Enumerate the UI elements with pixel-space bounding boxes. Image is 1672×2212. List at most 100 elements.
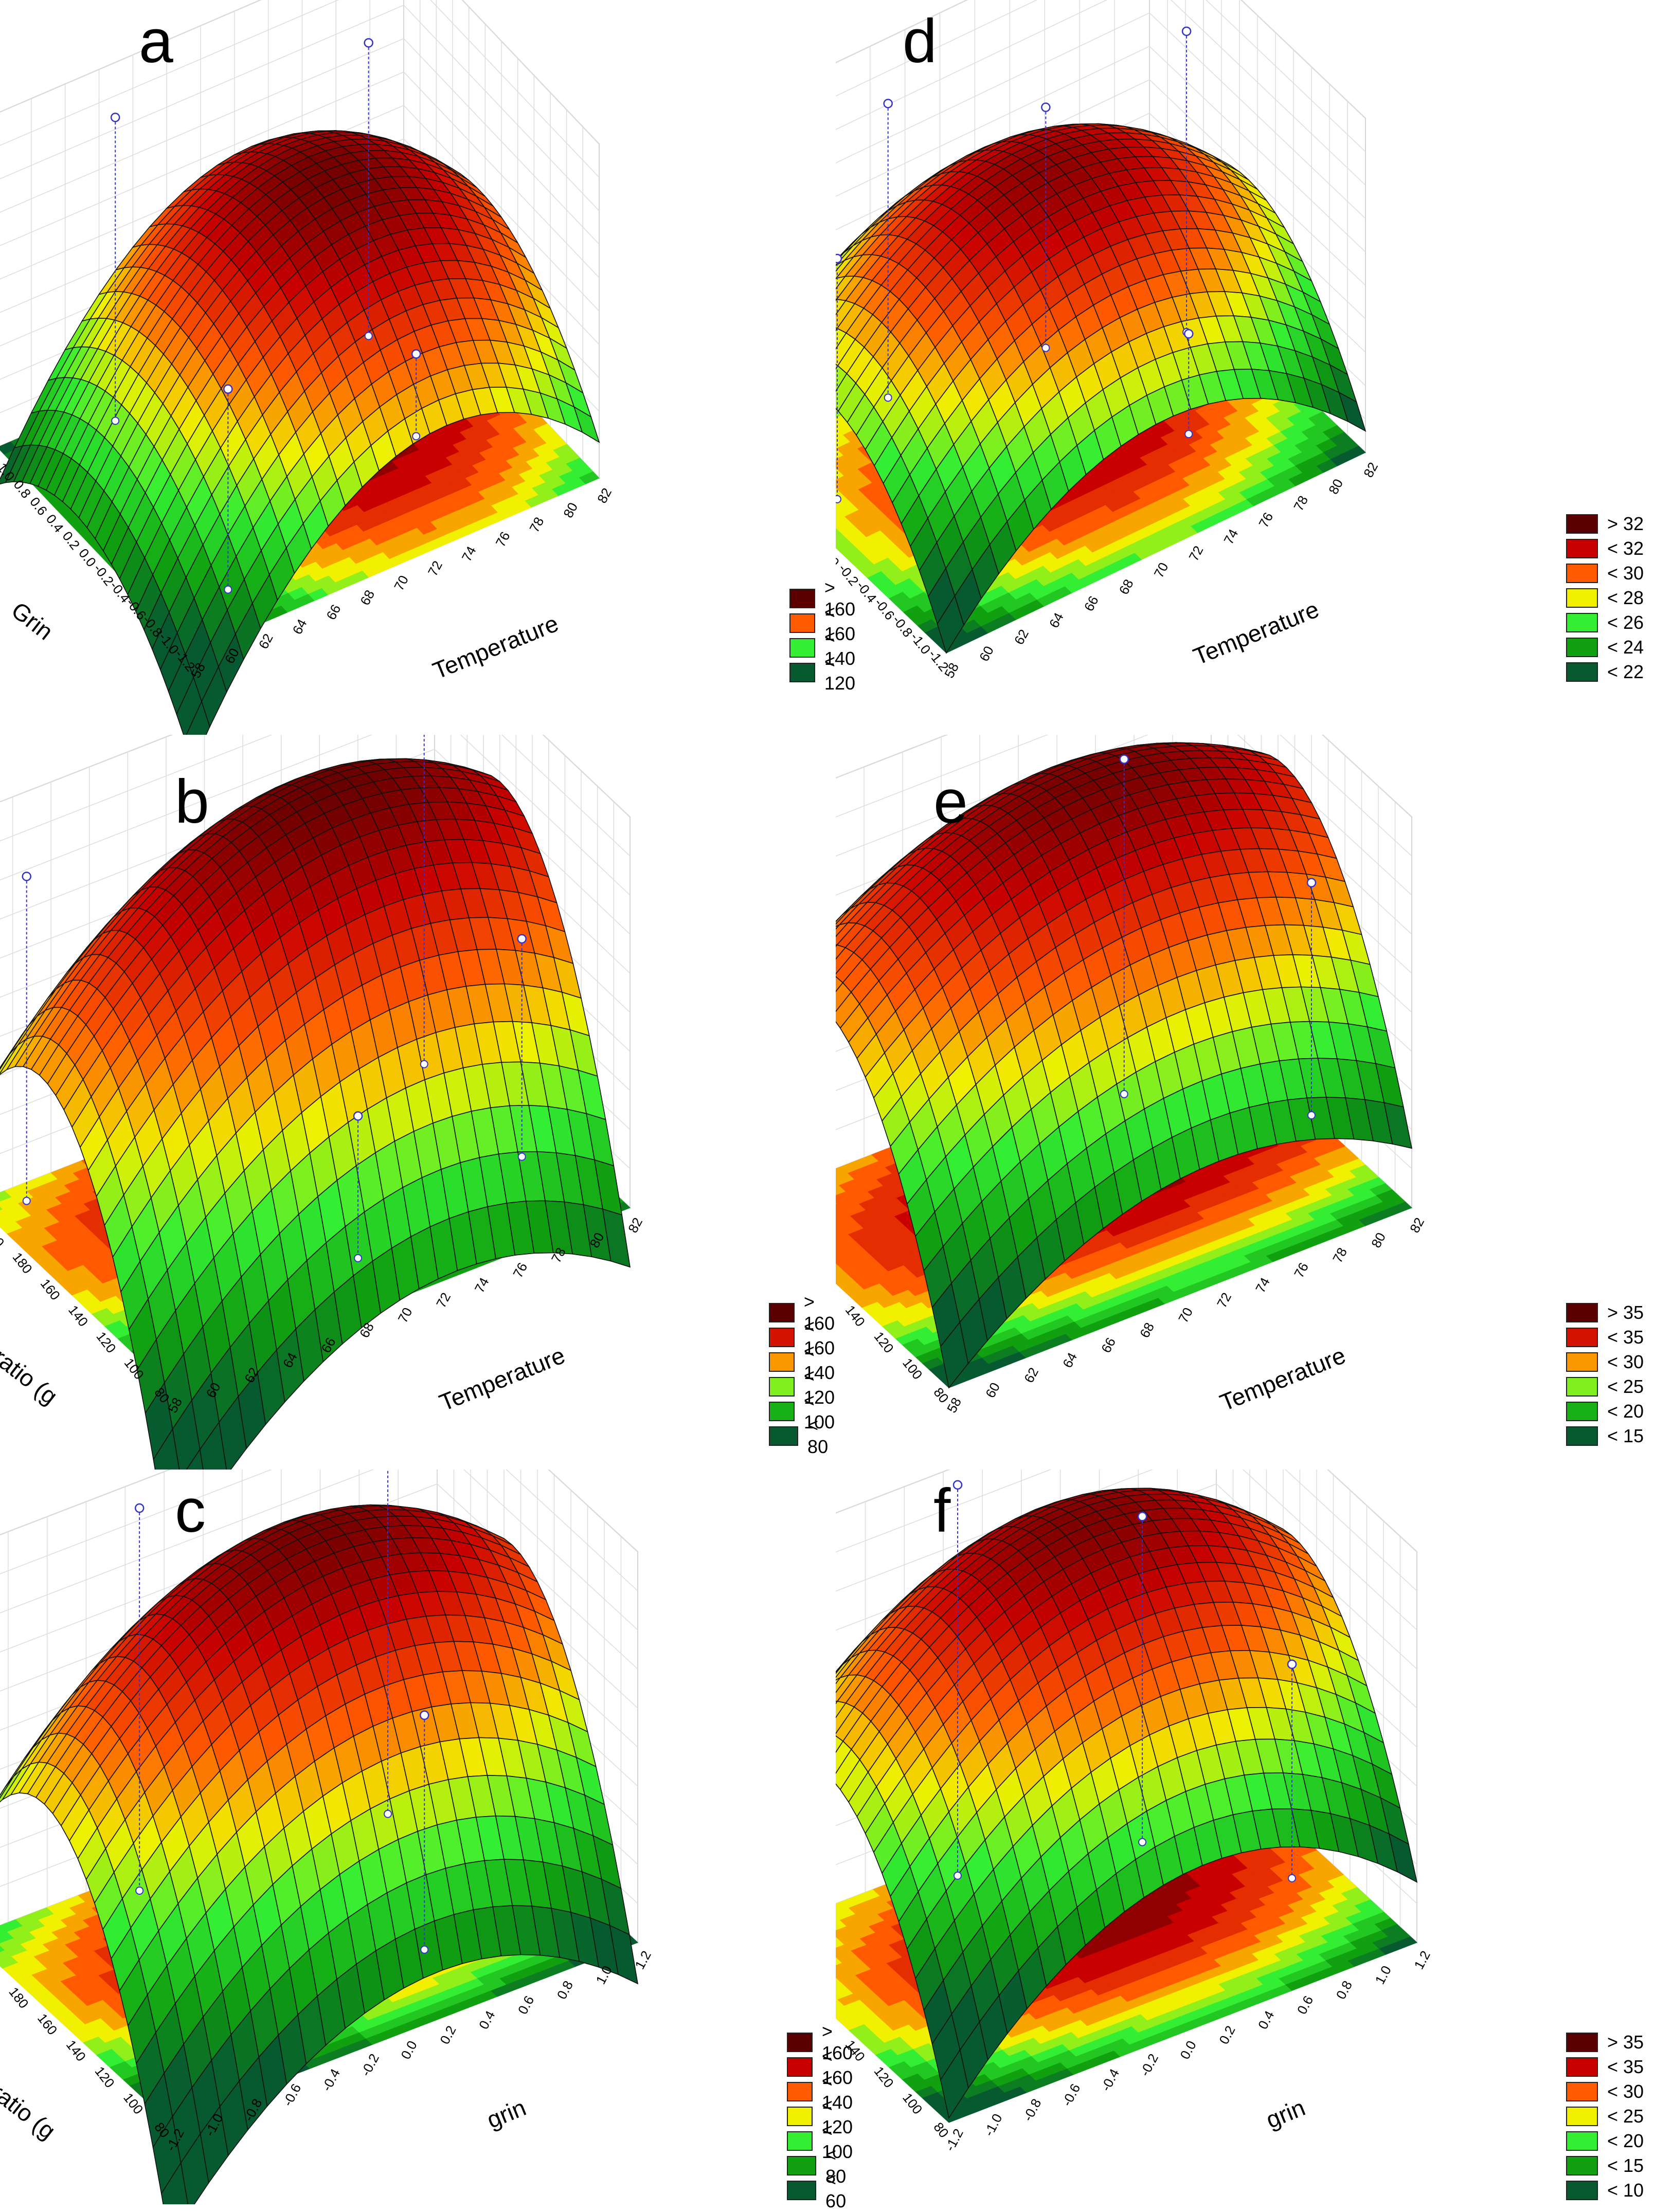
floor-point — [836, 496, 841, 503]
surface-plot-a: 58606264666870727476788082-1.2-1.0-0.8-0… — [0, 0, 836, 735]
floor-point — [518, 1153, 526, 1161]
legend-label: < 32 — [1607, 538, 1644, 559]
legend-swatch — [1566, 588, 1598, 608]
x-tick-label: -0.8 — [1020, 2096, 1045, 2124]
legend-item: > 35 — [1566, 1300, 1644, 1325]
x-tick-label: 68 — [1116, 576, 1137, 597]
data-point — [412, 350, 420, 358]
x-tick-label: 0.4 — [476, 2008, 498, 2032]
x-tick-label: 60 — [976, 643, 997, 664]
x-tick-label: 64 — [290, 617, 310, 637]
y-axis-title: S/L ratio (g — [0, 1318, 63, 1409]
surface-plot-f: -1.2-1.0-0.8-0.6-0.4-0.20.00.20.40.60.81… — [836, 1470, 1671, 2204]
x-tick-label: 0.8 — [1333, 1978, 1355, 2002]
x-tick-label: 76 — [510, 1260, 530, 1280]
legend-label: < 25 — [1607, 2106, 1644, 2127]
x-tick-label: -1.0 — [981, 2111, 1005, 2139]
legend-label: > 35 — [1607, 1302, 1644, 1323]
x-tick-label: 82 — [594, 485, 615, 506]
x-tick-label: 0.4 — [1255, 2008, 1277, 2032]
legend-swatch — [1566, 2082, 1598, 2101]
legend-swatch — [769, 1426, 798, 1446]
legend-label: > 35 — [1607, 2032, 1644, 2053]
data-point — [354, 1112, 362, 1120]
legend-item: < 28 — [1566, 586, 1644, 610]
legend-swatch — [1566, 514, 1598, 534]
legend-label: < 35 — [1607, 1327, 1644, 1348]
x-tick-label: 74 — [1220, 527, 1241, 547]
x-tick-label: 74 — [459, 543, 479, 564]
x-tick-label: 0.6 — [1294, 1993, 1316, 2017]
floor-point — [954, 1872, 961, 1879]
legend-swatch — [1566, 638, 1598, 657]
floor-point — [365, 332, 372, 339]
legend-label: < 24 — [1607, 637, 1644, 658]
data-point — [135, 1504, 143, 1512]
legend-swatch — [1566, 539, 1598, 558]
y-axis-title: S/L ratio (g — [0, 2053, 61, 2144]
x-tick-label: -0.2 — [357, 2051, 382, 2079]
floor-point — [384, 1810, 391, 1818]
legend-swatch — [787, 2057, 813, 2077]
y-axis-title: S/L ratio (g — [836, 1318, 840, 1409]
legend-swatch — [1566, 2181, 1598, 2200]
x-axis-title: grin — [1262, 2094, 1309, 2133]
x-tick-label: 72 — [1185, 543, 1206, 564]
legend-item: < 35 — [1566, 2055, 1644, 2079]
data-point — [836, 255, 841, 263]
floor-point — [1121, 1091, 1128, 1098]
x-tick-label: 80 — [1368, 1230, 1389, 1250]
data-point — [1307, 879, 1316, 887]
x-tick-label: 60 — [982, 1380, 1003, 1401]
legend-label: < 20 — [1607, 1401, 1644, 1422]
legend-label: < 30 — [1607, 2081, 1644, 2102]
x-tick-label: 0.2 — [1216, 2023, 1238, 2047]
x-tick-label: 70 — [1175, 1305, 1196, 1326]
legend-swatch — [1566, 2057, 1598, 2077]
surface-plot-d: 58606264666870727476788082-1.2-1.0-0.8-0… — [836, 0, 1671, 735]
legend-label: < 26 — [1607, 612, 1644, 633]
x-tick-label: 76 — [493, 529, 513, 550]
legend-label: < 28 — [1607, 587, 1644, 609]
legend-item: < 25 — [1566, 2104, 1644, 2129]
x-tick-label: 82 — [1407, 1215, 1427, 1236]
x-tick-label: -0.2 — [1137, 2051, 1161, 2079]
x-axis-title: grin — [483, 2094, 530, 2133]
x-tick-label: 74 — [472, 1275, 492, 1296]
data-point — [111, 113, 119, 121]
legend-label: > 32 — [1607, 513, 1644, 535]
legend-label: < 20 — [1607, 2130, 1644, 2152]
floor-point — [136, 1887, 143, 1894]
surface-plot-e: 5860626466687072747678808280100120140160… — [836, 735, 1671, 1470]
x-tick-label: 64 — [1046, 610, 1067, 630]
legend-item: > 32 — [1566, 512, 1644, 536]
panel-label-c: c — [175, 1480, 206, 1542]
legend-swatch — [1566, 613, 1598, 632]
x-tick-label: 0.0 — [398, 2038, 420, 2062]
floor-point — [112, 417, 119, 424]
data-point — [23, 873, 31, 881]
legend-swatch — [789, 663, 815, 682]
legend-e: > 35< 35< 30< 25< 20< 15 — [1566, 1300, 1644, 1448]
legend-label: < 15 — [1607, 1425, 1644, 1447]
legend-item: < 26 — [1566, 610, 1644, 635]
data-point — [1120, 755, 1128, 764]
legend-swatch — [769, 1402, 795, 1421]
data-point — [224, 385, 232, 393]
legend-swatch — [1566, 564, 1598, 583]
data-point — [954, 1481, 962, 1489]
legend-swatch — [787, 2156, 816, 2175]
x-axis-title: Temperature — [1216, 1341, 1350, 1416]
legend-swatch — [789, 589, 815, 608]
legend-item: < 20 — [1566, 1399, 1644, 1424]
data-point — [1184, 330, 1193, 338]
legend-item: < 24 — [1566, 635, 1644, 660]
surface-plot-c: -1.2-1.0-0.8-0.6-0.4-0.20.00.20.40.60.81… — [0, 1470, 836, 2204]
legend-item: < 10 — [1566, 2178, 1644, 2203]
data-point — [365, 39, 373, 47]
legend-label: < 22 — [1607, 661, 1644, 683]
legend-swatch — [769, 1328, 795, 1347]
legend-swatch — [787, 2107, 813, 2126]
